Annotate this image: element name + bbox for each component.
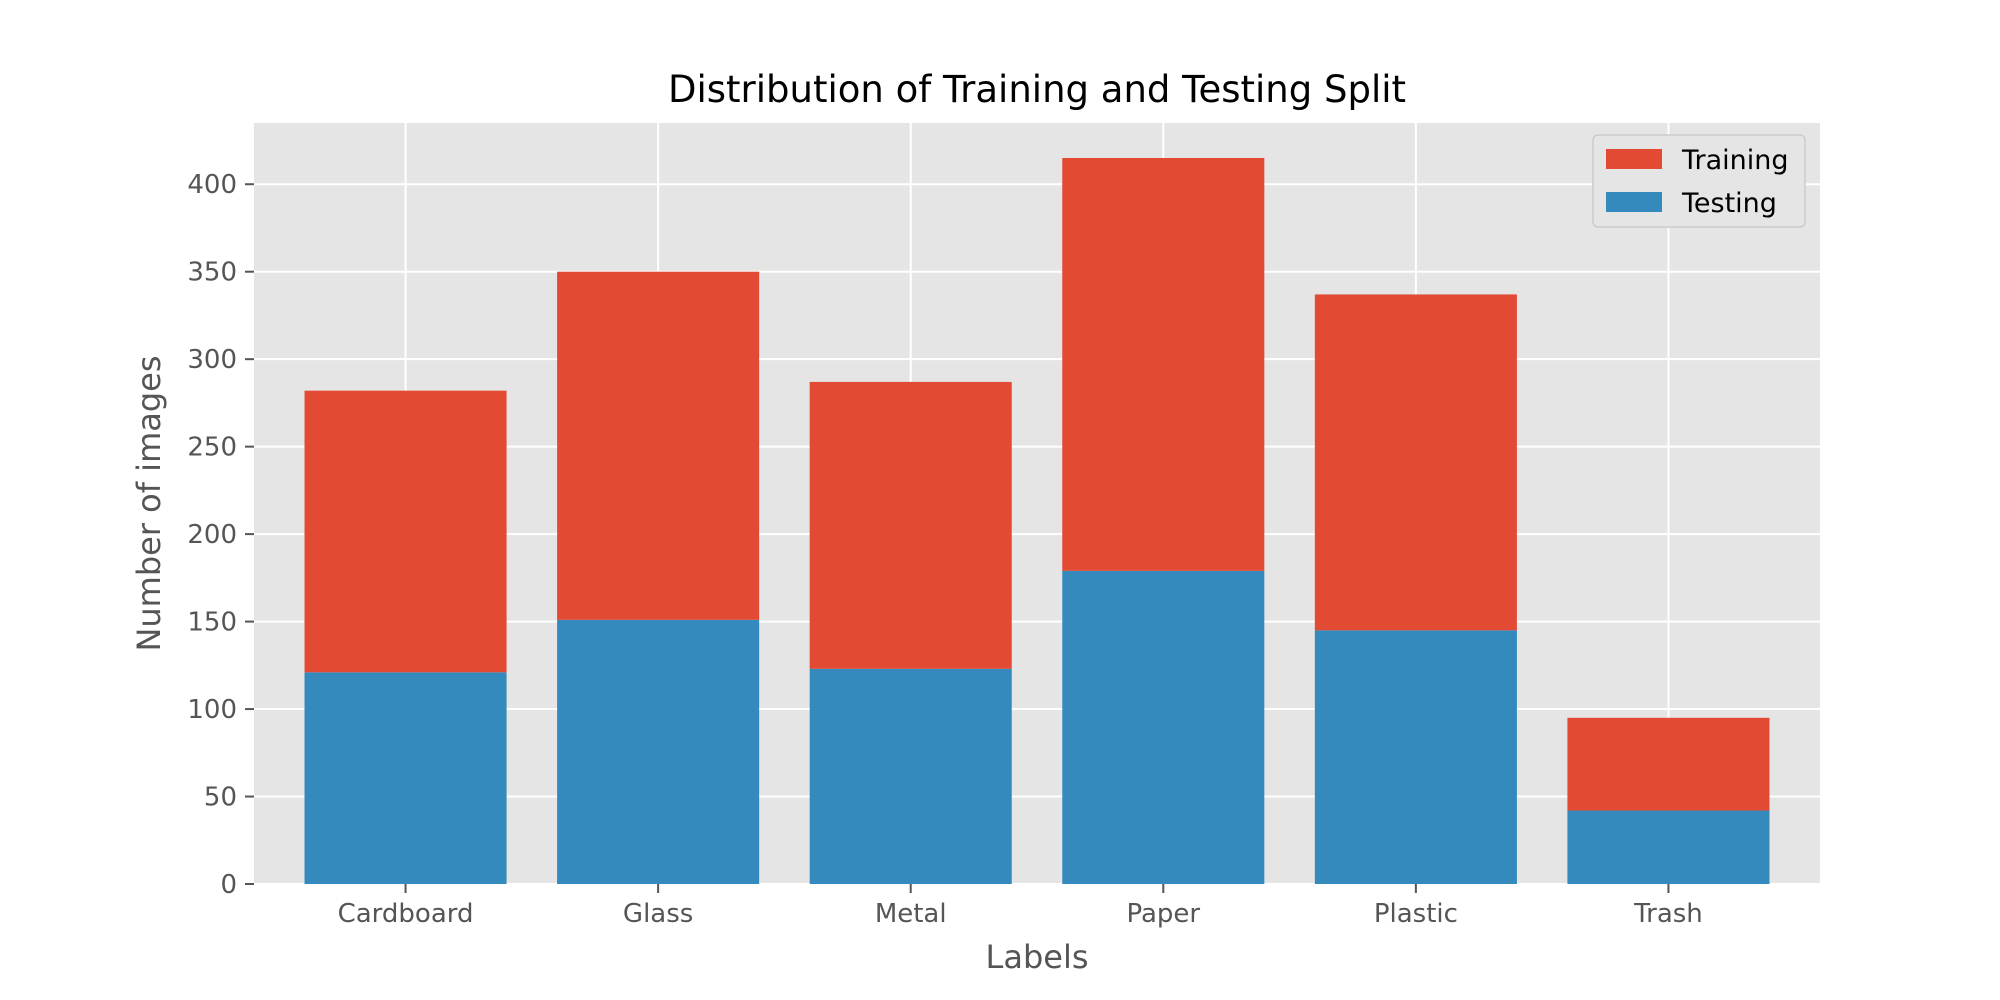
y-tick-label-300: 300	[187, 345, 237, 375]
y-tick-label-150: 150	[187, 608, 237, 638]
x-tick-label-plastic: Plastic	[1374, 899, 1458, 929]
bar-training-metal	[809, 381, 1012, 669]
y-tick-label-200: 200	[187, 520, 237, 550]
plot-area	[254, 123, 1820, 884]
y-tick-label-100: 100	[187, 695, 237, 725]
legend-label-training: Training	[1681, 145, 1789, 176]
bars	[304, 157, 1770, 884]
bar-testing-plastic	[1314, 630, 1517, 884]
y-tick-label-50: 50	[204, 783, 237, 813]
x-tick-label-metal: Metal	[875, 899, 947, 929]
y-tick-label-350: 350	[187, 258, 237, 288]
legend-swatch-testing	[1606, 192, 1662, 212]
bar-testing-cardboard	[304, 672, 507, 884]
bar-training-trash	[1567, 717, 1770, 811]
bar-training-glass	[557, 271, 760, 620]
bar-testing-metal	[809, 668, 1012, 884]
chart-title: Distribution of Training and Testing Spl…	[668, 68, 1406, 111]
bar-testing-glass	[557, 619, 760, 884]
y-axis: 0 50 100 150 200 250 300 350 400	[187, 170, 254, 900]
bar-training-paper	[1062, 157, 1265, 571]
bar-training-plastic	[1314, 294, 1517, 631]
y-tick-label-400: 400	[187, 170, 237, 200]
x-axis-label: Labels	[986, 938, 1089, 976]
y-tick-label-0: 0	[220, 870, 237, 900]
legend-swatch-training	[1606, 149, 1662, 169]
y-tick-label-250: 250	[187, 433, 237, 463]
legend: Training Testing	[1592, 134, 1806, 228]
bar-testing-paper	[1062, 570, 1265, 884]
x-axis: Cardboard Glass Metal Paper Plastic Trash	[338, 884, 1703, 929]
bar-testing-trash	[1567, 810, 1770, 884]
x-tick-label-cardboard: Cardboard	[338, 899, 474, 929]
y-axis-label: Number of images	[130, 355, 168, 651]
x-tick-label-trash: Trash	[1633, 899, 1703, 929]
x-tick-label-paper: Paper	[1126, 899, 1200, 929]
x-tick-label-glass: Glass	[623, 899, 693, 929]
bar-training-cardboard	[304, 390, 507, 673]
legend-label-testing: Testing	[1681, 188, 1777, 219]
